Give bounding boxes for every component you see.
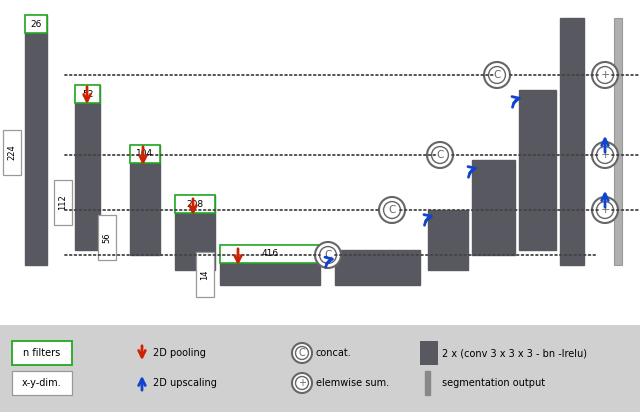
Bar — [175, 195, 215, 270]
Text: 224: 224 — [8, 145, 17, 160]
Bar — [54, 180, 72, 225]
Text: +: + — [600, 70, 610, 80]
Text: +: + — [600, 205, 610, 215]
Text: C: C — [436, 150, 444, 160]
Text: 2 x (conv 3 x 3 x 3 - bn -lrelu): 2 x (conv 3 x 3 x 3 - bn -lrelu) — [442, 348, 587, 358]
Text: C: C — [324, 250, 332, 260]
Circle shape — [596, 201, 614, 218]
Text: 416: 416 — [261, 250, 278, 258]
Text: concat.: concat. — [316, 348, 352, 358]
Bar — [519, 90, 556, 250]
Bar — [98, 215, 116, 260]
Circle shape — [292, 343, 312, 363]
Text: C: C — [493, 70, 500, 80]
Bar — [614, 18, 622, 265]
Circle shape — [592, 142, 618, 168]
Text: 14: 14 — [200, 269, 209, 280]
Text: 104: 104 — [136, 150, 154, 159]
Text: segmentation output: segmentation output — [442, 378, 545, 388]
Text: n filters: n filters — [24, 348, 61, 358]
Bar — [560, 18, 584, 265]
Bar — [25, 15, 47, 265]
Bar — [0, 325, 640, 412]
Circle shape — [431, 147, 449, 164]
Bar — [75, 85, 100, 250]
Bar — [220, 245, 320, 285]
Text: C: C — [388, 205, 396, 215]
Text: 56: 56 — [102, 232, 111, 243]
Circle shape — [315, 242, 341, 268]
Text: elemwise sum.: elemwise sum. — [316, 378, 389, 388]
Circle shape — [592, 62, 618, 88]
Circle shape — [596, 147, 614, 164]
Circle shape — [488, 67, 506, 84]
Circle shape — [592, 197, 618, 223]
Circle shape — [427, 142, 453, 168]
Circle shape — [296, 377, 308, 389]
Text: 2D upscaling: 2D upscaling — [153, 378, 217, 388]
Bar — [196, 252, 214, 297]
Text: 2D pooling: 2D pooling — [153, 348, 206, 358]
Bar — [472, 160, 515, 255]
Bar — [3, 130, 21, 175]
Bar — [335, 250, 420, 285]
Text: 52: 52 — [82, 89, 93, 98]
Circle shape — [292, 373, 312, 393]
Bar — [425, 371, 430, 395]
Circle shape — [296, 346, 308, 360]
Bar — [12, 341, 72, 365]
Text: 208: 208 — [186, 199, 204, 208]
Text: +: + — [298, 378, 306, 388]
Text: x-y-dim.: x-y-dim. — [22, 378, 62, 388]
Bar — [220, 245, 320, 263]
Bar — [130, 145, 160, 163]
Bar — [25, 15, 47, 33]
Bar — [420, 341, 438, 365]
Circle shape — [319, 246, 337, 263]
Bar — [75, 85, 100, 103]
Text: +: + — [600, 150, 610, 160]
Bar — [12, 371, 72, 395]
Bar — [130, 145, 160, 255]
Circle shape — [379, 197, 405, 223]
Text: 112: 112 — [58, 194, 67, 211]
Circle shape — [596, 67, 614, 84]
Circle shape — [383, 201, 401, 218]
Bar — [428, 210, 468, 270]
Circle shape — [484, 62, 510, 88]
Text: C: C — [299, 348, 305, 358]
Bar — [175, 195, 215, 213]
Text: 26: 26 — [30, 19, 42, 28]
